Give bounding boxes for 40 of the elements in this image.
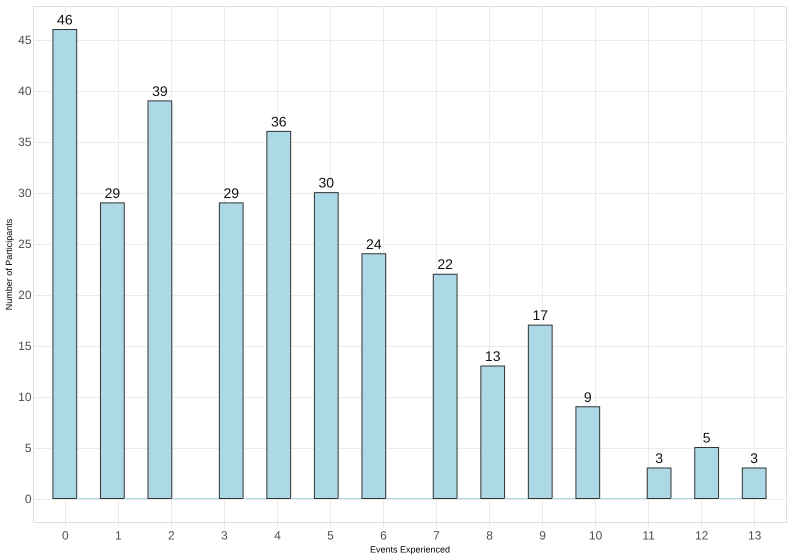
y-tick-label: 20 <box>18 288 32 302</box>
data-label: 46 <box>57 11 73 28</box>
x-tick-label: 10 <box>588 528 603 542</box>
y-axis-title: Number of Participants <box>4 218 14 310</box>
data-label: 3 <box>750 450 758 466</box>
y-tick-label: 30 <box>18 186 32 200</box>
data-label: 17 <box>532 307 548 324</box>
data-label: 29 <box>223 184 240 201</box>
data-label: 3 <box>655 450 664 466</box>
x-tick-label: 7 <box>433 528 440 542</box>
x-tick-label: 6 <box>380 528 388 542</box>
x-tick-label: 13 <box>748 528 762 542</box>
data-label: 13 <box>484 348 501 364</box>
y-tick-label: 25 <box>18 237 32 252</box>
x-tick-label: 3 <box>221 528 228 542</box>
data-label: 30 <box>318 174 334 191</box>
y-tick-label: 5 <box>24 441 32 456</box>
y-tick-label: 45 <box>18 33 32 48</box>
x-tick-label: 4 <box>274 528 282 542</box>
data-label: 29 <box>104 184 120 201</box>
data-label: 39 <box>152 82 168 99</box>
y-tick-label: 35 <box>18 135 32 150</box>
x-tick-label: 1 <box>115 528 122 542</box>
data-label: 24 <box>366 236 382 252</box>
x-tick-label: 2 <box>168 528 176 542</box>
x-tick-label: 0 <box>62 528 69 542</box>
y-tick-label: 15 <box>18 339 32 354</box>
data-label: 36 <box>270 113 287 130</box>
data-label: 22 <box>437 256 454 272</box>
x-tick-label: 11 <box>642 528 656 542</box>
x-tick-label: 9 <box>539 528 546 542</box>
y-tick-label: 10 <box>18 390 32 404</box>
y-tick-label: 0 <box>24 492 32 506</box>
data-label: 9 <box>584 388 592 405</box>
y-tick-label: 40 <box>18 84 32 98</box>
x-tick-label: 8 <box>486 528 494 542</box>
x-tick-label: 5 <box>327 528 334 542</box>
data-label: 5 <box>702 430 711 446</box>
x-tick-label: 12 <box>694 528 709 542</box>
x-axis-title: Events Experienced <box>370 544 450 554</box>
